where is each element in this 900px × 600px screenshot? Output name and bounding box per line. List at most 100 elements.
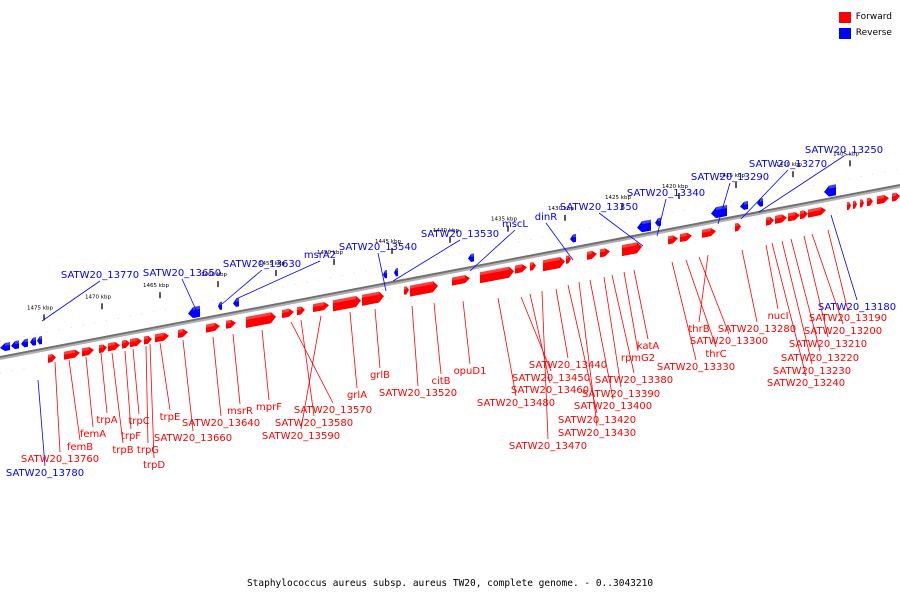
gene-highlight [775,214,782,219]
gene-body [297,306,305,316]
reverse-gene-arrow [757,198,763,207]
gene-highlight [566,255,569,259]
gene-highlight [744,201,748,205]
gene-highlight [543,256,560,264]
label-leader-line [221,269,263,305]
reverse-gene-label: SATW20_13270 [749,159,827,170]
gene-body [853,200,857,209]
gene-body [468,253,474,262]
forward-swatch-icon [838,11,851,23]
gene-highlight [716,205,727,211]
reverse-gene-arrow [637,219,651,233]
forward-gene-label: opuD1 [454,366,487,377]
forward-gene-label: grlB [370,370,390,381]
label-leader-line [181,278,198,313]
forward-gene-arrow [766,216,774,226]
forward-gene-label: rpmG2 [621,353,655,364]
gene-highlight [206,322,215,328]
forward-gene-arrow [48,354,56,363]
gene-body [877,195,889,205]
label-leader-line [469,229,516,272]
tick-label: 1430 kbp [548,206,574,212]
forward-gene-label: SATW20_13520 [379,388,457,399]
forward-gene-label: trpF [121,431,141,442]
gene-body [0,342,10,352]
label-leader-line [545,222,574,261]
gene-highlight [877,195,884,200]
gene-highlight [452,275,465,281]
forward-gene-label: thrB [688,324,709,335]
gene-body [587,250,597,260]
axis-ticks: 1475 kbp 1470 kbp 1465 kbp 1460 kbp 1455 kbp… [27,151,859,321]
gene-highlight [39,335,42,340]
forward-gene-arrow [587,250,597,260]
forward-gene-label: nucI [767,311,788,322]
forward-gene-arrow [566,255,571,264]
forward-gene-label: SATW20_13420 [558,415,636,426]
gene-highlight [155,332,164,338]
label-leader-line [497,297,517,397]
forward-gene-arrow [108,342,120,352]
forward-gene-label: femA [80,429,106,440]
gene-body [800,210,808,220]
gene-highlight [867,197,870,202]
label-leader-line [68,359,81,441]
forward-gene-arrow [282,308,294,319]
label-leader-line [623,271,639,352]
gene-highlight [48,354,52,358]
forward-gene-label: SATW20_13460 [511,385,589,396]
genome-axis [0,184,900,360]
label-leader-line [698,256,730,335]
forward-gene-label: thrC [705,349,726,360]
gene-highlight [642,219,651,225]
label-leader-line [698,254,709,323]
gene-highlight [64,349,75,355]
label-leader-line [567,284,598,414]
forward-gene-arrow [877,195,889,205]
gene-body [680,232,692,243]
label-leader-line [300,315,322,430]
legend-item-reverse: Reverse [838,25,892,41]
gene-highlight [735,222,738,227]
reverse-gene-arrow [11,340,19,350]
label-leader-line [377,252,387,292]
gene-body [155,332,169,343]
reverse-gene-arrow [218,301,222,310]
label-leader-line [349,311,358,389]
gene-highlight [800,210,804,215]
forward-gene-label: SATW20_13480 [477,398,555,409]
forward-gene-label: trpC [128,416,149,427]
reverse-gene-label: SATW20_13770 [61,270,139,281]
forward-gene-arrow [122,339,130,349]
forward-gene-arrow [206,322,220,333]
gene-highlight [622,242,637,249]
forward-gene-label: trpA [96,415,117,426]
reverse-gene-label: SATW20_13630 [223,259,301,270]
tick-label: 1475 kbp [27,305,53,311]
forward-gene-arrow [64,349,80,360]
forward-gene-arrow [788,212,800,222]
gene-body [313,302,329,313]
reverse-gene-arrow [711,205,727,219]
label-leader-line [235,260,321,300]
reverse-gene-arrow [468,253,474,262]
gene-highlight [680,232,687,238]
label-leader-line [100,352,108,414]
gene-body [668,235,678,245]
legend-item-forward: Forward [838,9,892,25]
gene-body [570,233,576,243]
forward-gene-label: SATW20_13190 [809,313,887,324]
forward-gene-label: SATW20_13220 [781,353,859,364]
reverse-gene-label: msrA2 [304,250,336,261]
forward-gene-arrow [452,275,470,286]
label-leader-line [827,229,849,312]
label-leader-line [611,274,635,374]
forward-gene-label: mprF [256,402,282,413]
forward-gene-label: SATW20_13470 [509,441,587,452]
label-leader-line [290,321,334,404]
forward-gene-arrow [892,192,900,202]
forward-gene-label: SATW20_13590 [262,431,340,442]
gene-body [847,201,851,211]
gene-highlight [15,340,19,345]
reverse-gene-label: mscL [502,219,528,230]
